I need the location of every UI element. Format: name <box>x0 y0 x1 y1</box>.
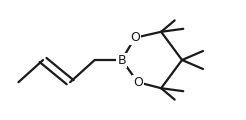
Text: B: B <box>117 54 126 66</box>
Text: O: O <box>130 31 140 44</box>
Text: O: O <box>133 76 143 89</box>
